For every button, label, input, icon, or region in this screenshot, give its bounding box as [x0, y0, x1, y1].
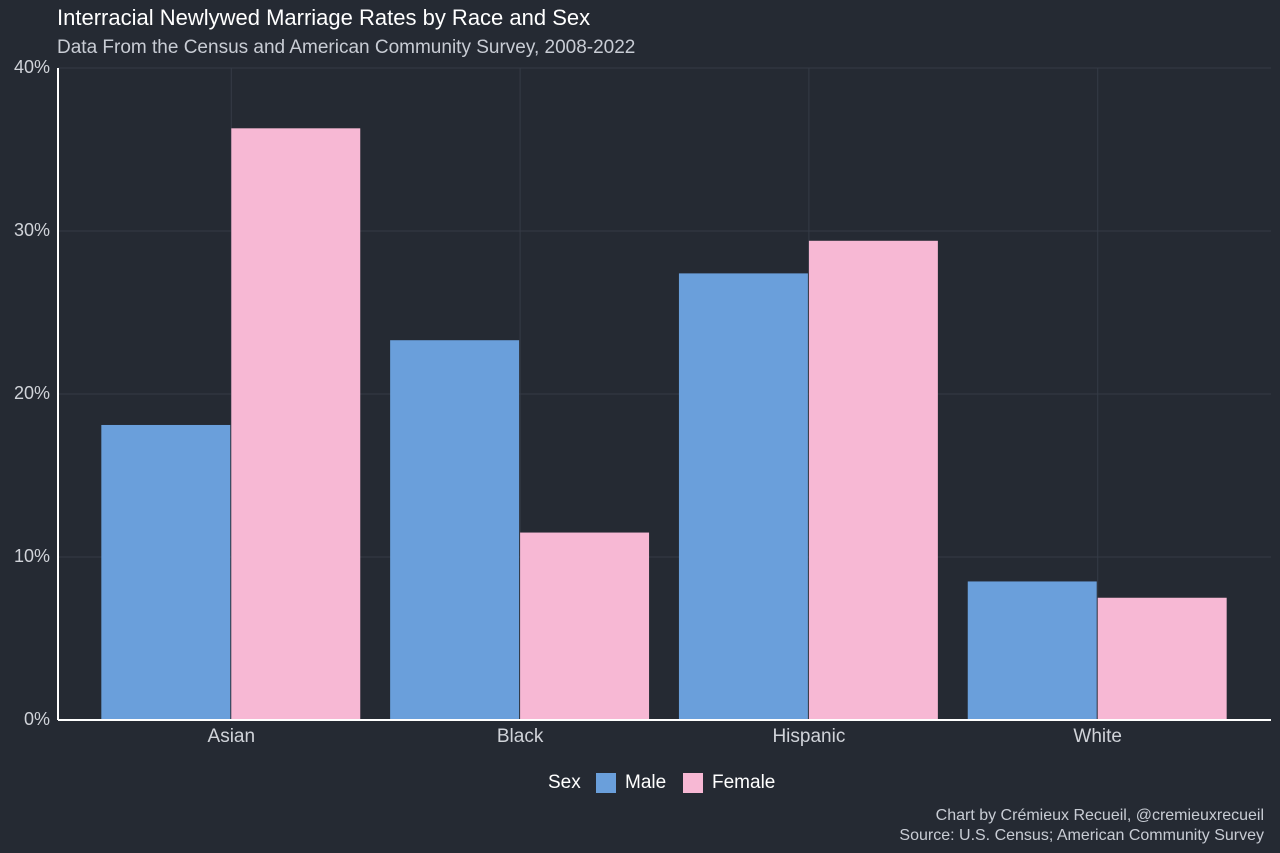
- bar: [678, 273, 808, 720]
- legend-label: Male: [625, 772, 666, 793]
- bar: [101, 424, 231, 720]
- y-tick-label: 30%: [14, 220, 50, 240]
- y-tick-label: 10%: [14, 546, 50, 566]
- y-tick-label: 0%: [24, 709, 50, 729]
- x-tick-label: Black: [497, 726, 544, 747]
- chart-title: Interracial Newlywed Marriage Rates by R…: [57, 5, 590, 30]
- bar: [1097, 597, 1227, 720]
- legend-title: Sex: [548, 772, 581, 793]
- chart-subtitle: Data From the Census and American Commun…: [57, 37, 635, 58]
- x-tick-label: Hispanic: [772, 726, 845, 747]
- legend-swatch: [683, 773, 703, 793]
- bar: [390, 340, 520, 720]
- bar: [808, 240, 938, 720]
- y-tick-label: 40%: [14, 57, 50, 77]
- x-tick-label: White: [1073, 726, 1122, 747]
- bar: [231, 128, 361, 720]
- caption: Chart by Crémieux Recueil, @cremieuxrecu…: [936, 807, 1264, 824]
- caption: Source: U.S. Census; American Community …: [899, 827, 1264, 844]
- bar: [520, 532, 650, 720]
- x-tick-label: Asian: [208, 726, 256, 747]
- y-tick-label: 20%: [14, 383, 50, 403]
- bar: [967, 581, 1097, 720]
- legend-swatch: [596, 773, 616, 793]
- legend-label: Female: [712, 772, 775, 793]
